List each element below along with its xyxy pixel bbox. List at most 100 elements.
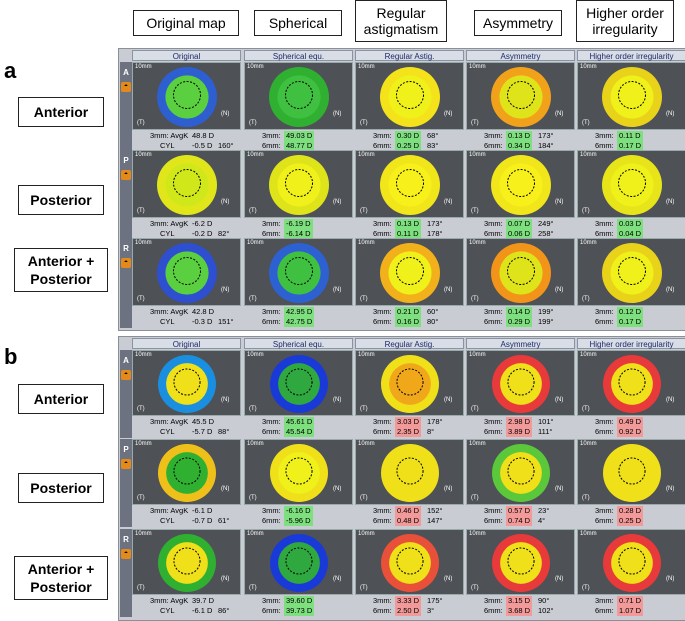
map-scale-label: 10mm xyxy=(358,64,375,70)
map-scale-label: 10mm xyxy=(247,240,264,246)
value-line: 3mm: 3.15 D 90° xyxy=(466,596,575,606)
value-label: 6mm: xyxy=(373,317,392,326)
value-axis-degrees: 249° xyxy=(538,219,554,228)
value-axis-degrees: 258° xyxy=(538,229,554,238)
map-nasal-label: (N) xyxy=(666,111,675,117)
value-label: 6mm: xyxy=(484,317,503,326)
map-temporal-label: (T) xyxy=(360,296,368,302)
value-number: 0.06 D xyxy=(506,229,533,239)
value-label: 6mm: xyxy=(595,229,614,238)
map-temporal-label: (T) xyxy=(471,296,479,302)
value-label: 6mm: xyxy=(484,606,503,615)
value-line: 3mm: 39.60 D xyxy=(244,596,353,606)
value-label: 3mm: xyxy=(262,506,281,515)
map-temporal-label: (T) xyxy=(582,585,590,591)
map-temporal-label: (T) xyxy=(137,406,145,412)
corneal-map-graphic xyxy=(603,355,661,413)
value-label: 3mm: xyxy=(484,219,503,228)
row-label-b-posterior: Posterior xyxy=(18,473,104,503)
map-nasal-label: (N) xyxy=(221,199,230,205)
row-sidebar-letter: A xyxy=(123,356,129,365)
value-number: 0.16 D xyxy=(395,317,422,327)
row-sidebar: R ◓ xyxy=(120,238,132,328)
corneal-map-graphic xyxy=(381,444,439,502)
corneal-map-graphic xyxy=(492,444,550,502)
value-label: 3mm: xyxy=(373,307,392,316)
map-temporal-label: (T) xyxy=(249,296,257,302)
map-scale-label: 10mm xyxy=(135,441,152,447)
corneal-map-orig: 10mm (T) (N) xyxy=(132,350,241,416)
value-axis-degrees: 23° xyxy=(538,506,550,515)
map-pupil-outline xyxy=(396,368,424,396)
corneal-map-hoi: 10mm (T) (N) xyxy=(577,150,685,218)
value-number: 0.21 D xyxy=(395,307,422,317)
value-axis-degrees: 184° xyxy=(538,141,554,150)
value-label: 6mm: xyxy=(484,427,503,436)
value-line: 3mm: 0.12 D xyxy=(577,307,685,317)
value-line: 3mm: AvgK 45.5 D xyxy=(132,417,241,427)
value-label: 3mm: xyxy=(484,506,503,515)
value-label: 3mm: xyxy=(373,417,392,426)
value-axis-degrees: 102° xyxy=(538,606,554,615)
value-label: 3mm: xyxy=(484,596,503,605)
value-line: 6mm: 39.73 D xyxy=(244,606,353,616)
map-scale-label: 10mm xyxy=(580,152,597,158)
map-values-reg: 3mm: 0.13 D 173° 6mm: 0.11 D 178° xyxy=(355,218,464,240)
value-label: 6mm: xyxy=(484,516,503,525)
map-pupil-outline xyxy=(285,547,313,575)
map-pupil-outline xyxy=(173,368,201,396)
value-line: 3mm: 42.95 D xyxy=(244,307,353,317)
map-values-hoi: 3mm: 0.03 D 6mm: 0.04 D xyxy=(577,218,685,240)
value-label: 3mm: xyxy=(373,506,392,515)
map-scale-label: 10mm xyxy=(580,441,597,447)
map-nasal-label: (N) xyxy=(666,199,675,205)
map-values-orig: 3mm: AvgK 39.7 D CYL -6.1 D 86° xyxy=(132,595,241,617)
value-label: 3mm: xyxy=(262,219,281,228)
value-line: 3mm: 0.71 D xyxy=(577,596,685,606)
value-line: CYL -0.5 D 160° xyxy=(132,141,241,151)
map-pupil-outline xyxy=(618,457,646,485)
value-number: 0.25 D xyxy=(395,141,422,151)
map-temporal-label: (T) xyxy=(360,120,368,126)
value-axis-degrees: 88° xyxy=(218,427,230,436)
corneal-map-graphic xyxy=(269,67,329,127)
row-sidebar-letter: R xyxy=(123,535,129,544)
map-pupil-outline xyxy=(173,457,201,485)
map-scale-label: 10mm xyxy=(469,240,486,246)
value-label: 6mm: xyxy=(262,317,281,326)
value-number: -6.1 D xyxy=(192,506,213,515)
map-nasal-label: (N) xyxy=(666,287,675,293)
value-label: 3mm: xyxy=(595,506,614,515)
map-scale-label: 10mm xyxy=(580,64,597,70)
map-temporal-label: (T) xyxy=(471,495,479,501)
panel-letter-a: a xyxy=(4,58,17,83)
value-axis-degrees: 61° xyxy=(218,516,230,525)
map-temporal-label: (T) xyxy=(137,296,145,302)
map-nasal-label: (N) xyxy=(555,111,564,117)
value-number: 0.11 D xyxy=(395,229,421,239)
value-number: 48.8 D xyxy=(192,131,215,140)
corneal-map-sph: 10mm (T) (N) xyxy=(244,529,353,595)
value-line: 3mm: 45.61 D xyxy=(244,417,353,427)
map-pupil-outline xyxy=(618,169,646,197)
map-nasal-label: (N) xyxy=(444,199,453,205)
eye-icon: ◓ xyxy=(121,82,131,92)
map-scale-label: 10mm xyxy=(135,352,152,358)
value-line: 6mm: 0.74 D 4° xyxy=(466,516,575,526)
value-axis-degrees: 111° xyxy=(538,427,553,436)
value-line: 6mm: 0.17 D xyxy=(577,317,685,327)
value-label: 3mm: xyxy=(262,307,281,316)
map-temporal-label: (T) xyxy=(471,120,479,126)
panel-letter-b: b xyxy=(4,344,18,369)
value-axis-degrees: 4° xyxy=(538,516,546,525)
value-axis-degrees: 199° xyxy=(538,317,554,326)
map-values-hoi: 3mm: 0.11 D 6mm: 0.17 D xyxy=(577,130,685,152)
value-line: 3mm: AvgK -6.2 D xyxy=(132,219,241,229)
value-axis-degrees: 178° xyxy=(427,417,443,426)
value-number: 48.77 D xyxy=(284,141,315,151)
corneal-map-hoi: 10mm (T) (N) xyxy=(577,62,685,130)
value-label: 3mm: xyxy=(484,307,503,316)
col-header-higher-order: Higher order irregularity xyxy=(576,0,674,42)
corneal-map-reg: 10mm (T) (N) xyxy=(355,150,464,218)
value-label: CYL xyxy=(160,317,175,326)
